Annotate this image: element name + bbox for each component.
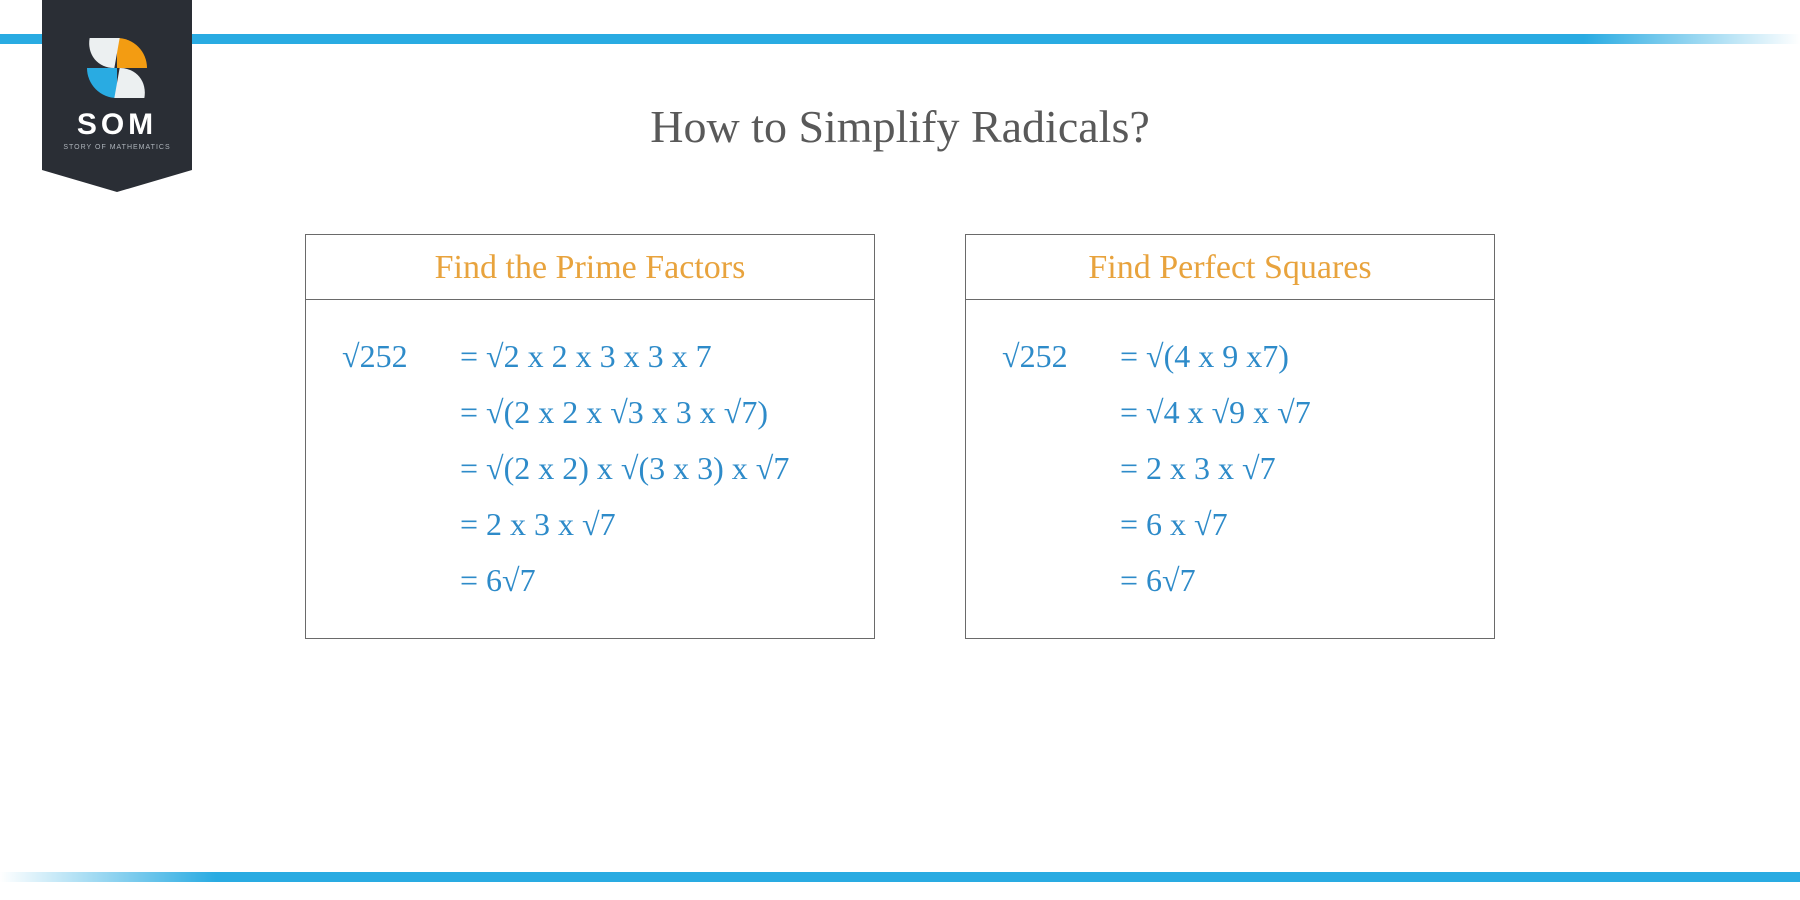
equals-sign: = <box>1112 496 1146 552</box>
equals-sign: = <box>1112 440 1146 496</box>
box-body: √252 = √2 x 2 x 3 x 3 x 7 = √(2 x 2 x √3… <box>306 300 874 638</box>
eq-rhs: √(2 x 2 x √3 x 3 x √7) <box>486 384 768 440</box>
equals-sign: = <box>452 496 486 552</box>
equals-sign: = <box>452 440 486 496</box>
page-title: How to Simplify Radicals? <box>0 100 1800 153</box>
equals-sign: = <box>1112 384 1146 440</box>
eq-lead: √252 <box>342 328 452 384</box>
equals-sign: = <box>452 552 486 608</box>
eq-rhs: √(2 x 2) x √(3 x 3) x √7 <box>486 440 789 496</box>
eq-rhs: √(4 x 9 x7) <box>1146 328 1289 384</box>
eq-rhs: 6√7 <box>486 552 536 608</box>
eq-lead: √252 <box>1002 328 1112 384</box>
box-body: √252 = √(4 x 9 x7) = √4 x √9 x √7 = 2 x … <box>966 300 1494 638</box>
top-accent-bar <box>0 34 1800 44</box>
equation-line: = 6√7 <box>342 552 838 608</box>
method-boxes: Find the Prime Factors √252 = √2 x 2 x 3… <box>260 234 1540 639</box>
box-header: Find Perfect Squares <box>966 235 1494 300</box>
eq-rhs: 6√7 <box>1146 552 1196 608</box>
box-prime-factors: Find the Prime Factors √252 = √2 x 2 x 3… <box>305 234 875 639</box>
equals-sign: = <box>452 328 486 384</box>
eq-rhs: √4 x √9 x √7 <box>1146 384 1311 440</box>
equation-line: = √(2 x 2) x √(3 x 3) x √7 <box>342 440 838 496</box>
box-header: Find the Prime Factors <box>306 235 874 300</box>
box-perfect-squares: Find Perfect Squares √252 = √(4 x 9 x7) … <box>965 234 1495 639</box>
eq-rhs: 2 x 3 x √7 <box>486 496 616 552</box>
equation-line: √252 = √2 x 2 x 3 x 3 x 7 <box>342 328 838 384</box>
eq-rhs: 2 x 3 x √7 <box>1146 440 1276 496</box>
equation-line: = √4 x √9 x √7 <box>1002 384 1458 440</box>
equals-sign: = <box>1112 328 1146 384</box>
equation-line: = 2 x 3 x √7 <box>1002 440 1458 496</box>
bottom-accent-bar <box>0 872 1800 882</box>
eq-rhs: 6 x √7 <box>1146 496 1228 552</box>
equation-line: = 6√7 <box>1002 552 1458 608</box>
logo-icon <box>87 38 147 98</box>
equation-line: = 6 x √7 <box>1002 496 1458 552</box>
equals-sign: = <box>1112 552 1146 608</box>
equation-line: = √(2 x 2 x √3 x 3 x √7) <box>342 384 838 440</box>
equation-line: = 2 x 3 x √7 <box>342 496 838 552</box>
equals-sign: = <box>452 384 486 440</box>
equation-line: √252 = √(4 x 9 x7) <box>1002 328 1458 384</box>
eq-rhs: √2 x 2 x 3 x 3 x 7 <box>486 328 712 384</box>
